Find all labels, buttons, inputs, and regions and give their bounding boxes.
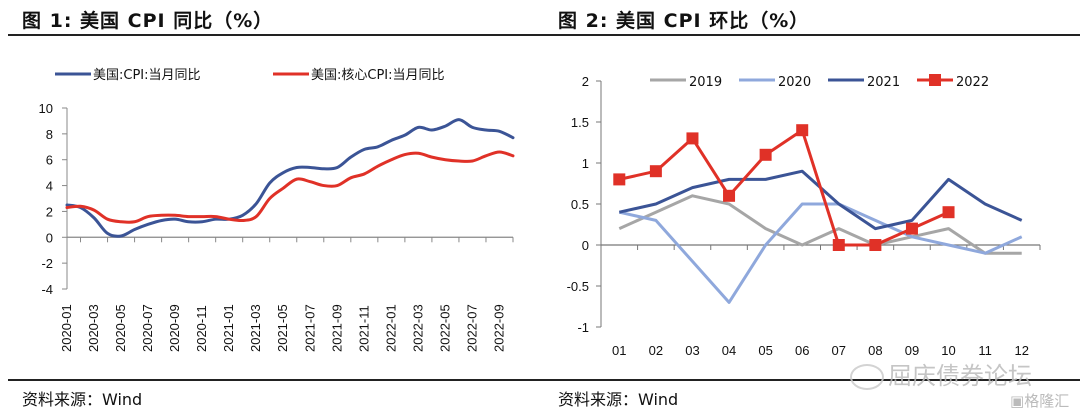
y-tick-label: -1	[577, 320, 589, 335]
y-tick-label: 10	[39, 101, 53, 116]
y-tick-label: -2	[41, 256, 53, 271]
x-tick-label: 2022-01	[383, 304, 398, 352]
x-tick-label: 02	[649, 343, 663, 358]
x-tick-label: 04	[722, 343, 736, 358]
legend-label: 美国:核心CPI:当月同比	[311, 68, 445, 83]
x-tick-label: 2022-05	[437, 304, 452, 352]
y-tick-label: 2	[46, 204, 53, 219]
series-group	[613, 124, 1023, 304]
axes: 2 1.5 1 0.5 0 -0.5 -1 01 02 03 04 05 06 07 08 09 10 11 12	[567, 74, 1041, 358]
data-point-2022	[686, 132, 699, 145]
data-point-2022	[796, 124, 809, 137]
watermark: 屈庆债券论坛	[850, 356, 1032, 391]
x-tick-label: 2022-03	[410, 304, 425, 352]
wechat-icon	[850, 364, 884, 390]
series-line-2020	[618, 202, 1023, 304]
x-tick-label: 2022-09	[491, 304, 506, 352]
source-divider	[540, 379, 1080, 381]
x-tick-label: 07	[832, 343, 846, 358]
y-tick-label: 0	[582, 238, 589, 253]
axes: 10 8 6 4 2 0 -2 -4 2020-01 2020-03 2020-05 2020-07 2…	[39, 101, 514, 352]
source-divider	[8, 379, 540, 381]
x-tick-label: 06	[795, 343, 809, 358]
legend-label: 2019	[689, 75, 722, 90]
x-tick-label: 12	[1014, 343, 1028, 358]
x-tick-label: 03	[685, 343, 699, 358]
y-tick-label: 0.5	[571, 197, 589, 212]
source-note: 资料来源：Wind	[22, 390, 143, 409]
figure-2-title: 图 2: 美国 CPI 环比（%）	[558, 10, 810, 32]
data-point-2022	[723, 189, 736, 202]
figure-1-title: 图 1: 美国 CPI 同比（%）	[22, 10, 274, 32]
x-tick-label: 08	[868, 343, 882, 358]
y-tick-label: 6	[46, 153, 53, 168]
x-tick-label: 2020-01	[59, 304, 74, 352]
series-line-cpi	[65, 118, 515, 238]
legend: 美国:CPI:当月同比 美国:核心CPI:当月同比	[55, 68, 445, 83]
source-note: 资料来源：Wind	[558, 390, 679, 409]
corner-watermark: ▣格隆汇	[1010, 390, 1069, 411]
x-tick-label: 2021-01	[221, 304, 236, 352]
cpi-yoy-chart: 美国:CPI:当月同比 美国:核心CPI:当月同比 10 8 6 4 2 0 -2 -4 2020…	[39, 68, 515, 352]
legend: 2019 2020 2021 2022	[650, 74, 989, 90]
x-tick-label: 05	[758, 343, 772, 358]
legend-label: 2022	[956, 75, 989, 90]
x-tick-label: 2021-05	[275, 304, 290, 352]
y-tick-label: 4	[46, 179, 53, 194]
x-tick-label: 2020-09	[167, 304, 182, 352]
x-tick-label: 2021-07	[302, 304, 317, 352]
y-tick-label: 0	[46, 230, 53, 245]
data-point-2022	[832, 239, 845, 251]
x-tick-label: 01	[612, 343, 626, 358]
x-tick-label: 2021-03	[248, 304, 263, 352]
legend-label: 2020	[778, 75, 811, 90]
figure-1-panel: 图 1: 美国 CPI 同比（%） 美国:CPI:当月同比 美国:核心CPI:当月…	[8, 10, 540, 409]
x-tick-label: 2020-05	[113, 304, 128, 352]
gelonghui-logo-icon: ▣	[1010, 392, 1025, 410]
x-tick-label: 09	[905, 343, 919, 358]
y-tick-label: 1	[582, 156, 589, 171]
watermark-text: 屈庆债券论坛	[888, 362, 1032, 390]
data-point-2022	[759, 148, 772, 161]
legend-label: 美国:CPI:当月同比	[93, 68, 201, 83]
series-line-2019	[618, 194, 1022, 255]
x-tick-label: 2020-07	[140, 304, 155, 352]
data-point-2022	[905, 222, 918, 235]
figure-2-panel: 图 2: 美国 CPI 环比（%） 2019 2020 2021 2022 2 1.5 1…	[540, 0, 1080, 416]
series-line-2022	[618, 128, 950, 247]
y-tick-label: -4	[41, 282, 53, 297]
x-tick-label: 10	[941, 343, 955, 358]
x-tick-label: 2021-11	[356, 305, 371, 352]
x-tick-label: 2022-07	[464, 304, 479, 352]
x-tick-label: 2020-11	[194, 305, 209, 352]
x-tick-label: 2020-03	[86, 304, 101, 352]
data-point-2022	[613, 173, 626, 186]
title-divider	[8, 34, 540, 36]
legend-label: 2021	[867, 75, 900, 90]
data-point-2022	[869, 239, 882, 251]
y-tick-label: 2	[582, 74, 589, 89]
data-point-2022	[942, 206, 955, 219]
legend-marker	[929, 74, 941, 86]
cpi-mom-chart: 2019 2020 2021 2022 2 1.5 1 0.5 0 -0.5 -1 01 02 03 04…	[567, 74, 1041, 358]
y-tick-label: 8	[46, 127, 53, 142]
data-point-2022	[649, 165, 662, 178]
series-group	[65, 118, 515, 238]
x-tick-label: 2021-09	[329, 304, 344, 352]
series-line-core-cpi	[65, 150, 515, 224]
y-tick-label: -0.5	[567, 279, 589, 294]
title-divider	[540, 34, 1080, 36]
y-tick-label: 1.5	[571, 115, 589, 130]
x-tick-label: 11	[978, 343, 992, 358]
corner-watermark-text: 格隆汇	[1024, 392, 1070, 410]
